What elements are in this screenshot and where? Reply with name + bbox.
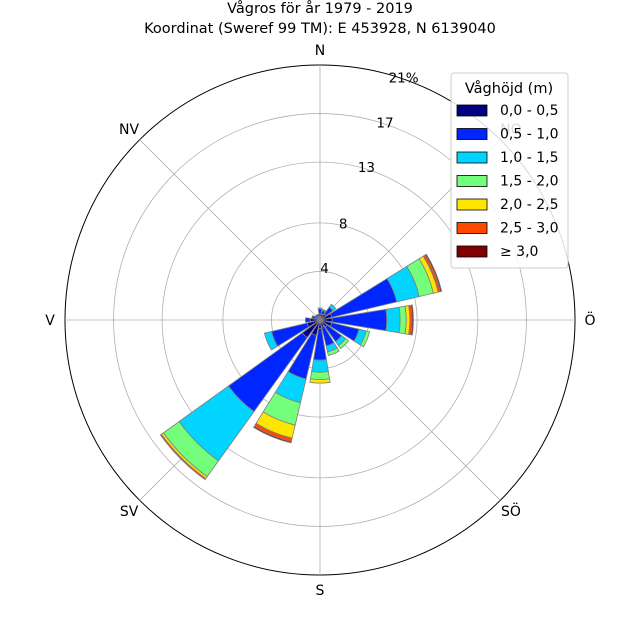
legend-label: 1,0 - 1,5 (500, 150, 558, 166)
direction-label: Ö (584, 311, 595, 329)
chart-title: Vågros för år 1979 - 2019 (227, 0, 413, 17)
direction-label: N (315, 43, 325, 59)
rose-bar-segment (321, 308, 327, 313)
direction-label: S (316, 583, 325, 599)
legend-title: Våghöjd (m) (465, 80, 553, 97)
legend-swatch (456, 222, 488, 234)
rose-bar-segment (385, 306, 401, 334)
direction-label: SÖ (501, 502, 521, 520)
legend-label: 0,0 - 0,5 (500, 103, 558, 119)
legend: Våghöjd (m) 0,0 - 0,5 0,5 - 1,0 1,0 - 1,5 1… (450, 72, 569, 269)
rose-bar-segment (311, 359, 329, 373)
rose-bar-segment (311, 314, 317, 320)
legend-swatch (456, 175, 488, 187)
rose-bar-segment (159, 433, 207, 481)
rose-bar-segment (327, 347, 340, 356)
rose-bar-segment (316, 313, 320, 318)
rose-bar-segment (317, 307, 323, 310)
radial-tick-label: 17 (376, 115, 393, 131)
rose-bar-segment (263, 330, 279, 351)
legend-label: 1,5 - 2,0 (500, 174, 558, 190)
radial-tick-labels: 4 8 13 17 21% (320, 70, 418, 277)
radial-tick-label: 21% (389, 70, 419, 86)
radial-tick-label: 13 (358, 160, 375, 176)
legend-swatch (456, 245, 488, 258)
rose-bar-segment (424, 253, 443, 293)
legend-frame (450, 72, 569, 269)
legend-swatch (456, 128, 488, 140)
rose-bar-segment (309, 378, 331, 384)
rose-bar-segment (337, 337, 350, 350)
rose-bar-segment (253, 425, 292, 444)
rose-bar-segment (328, 303, 337, 312)
radial-tick-label: 8 (339, 216, 348, 232)
legend-label: 2,0 - 2,5 (500, 197, 558, 213)
grid-spoke (139, 139, 321, 321)
legend-swatch (456, 198, 488, 211)
rose-bar-segment (305, 317, 311, 323)
legend-label: 2,5 - 3,0 (500, 221, 558, 237)
legend-label: ≥ 3,0 (500, 244, 538, 260)
grid-spoke (319, 319, 501, 501)
legend-label: 0,5 - 1,0 (500, 127, 558, 143)
rose-bar-segment (314, 314, 319, 319)
rose-bars (159, 253, 443, 481)
chart-subtitle: Koordinat (Sweref 99 TM): E 453928, N 61… (144, 21, 496, 37)
rose-bar-segment (359, 330, 371, 348)
rose-bar-segment (410, 304, 414, 336)
rose-bar-segment (398, 305, 407, 335)
direction-label: V (45, 313, 55, 329)
legend-swatch (456, 104, 488, 117)
legend-swatch (456, 151, 488, 164)
polar-grid (64, 64, 576, 576)
rose-bar-segment (310, 371, 330, 380)
radial-tick-label: 4 (320, 261, 329, 277)
direction-label: SV (120, 504, 139, 520)
direction-label: NV (119, 122, 139, 138)
